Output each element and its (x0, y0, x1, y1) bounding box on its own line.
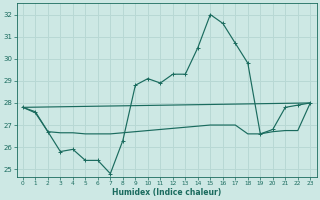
X-axis label: Humidex (Indice chaleur): Humidex (Indice chaleur) (112, 188, 221, 197)
